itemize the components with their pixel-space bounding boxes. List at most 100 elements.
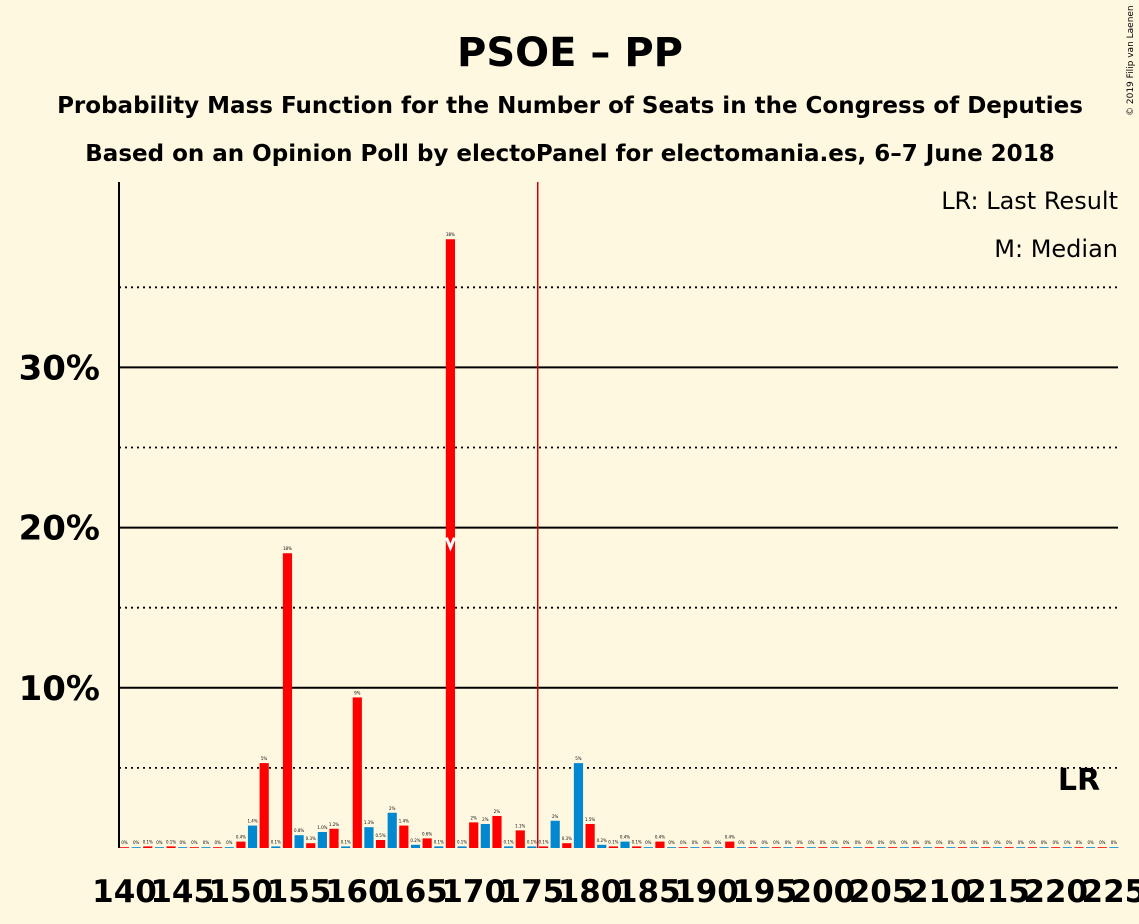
bar-seat-215 — [992, 847, 1003, 848]
bar-value-label: 0% — [203, 840, 210, 845]
bar-value-label: 0.4% — [236, 835, 246, 840]
bar-seat-181 — [597, 844, 607, 848]
bar-value-label: 9% — [354, 690, 361, 695]
bar-value-label: 0% — [1053, 840, 1060, 845]
bar-seat-147 — [201, 847, 211, 848]
bar-value-label: 2% — [494, 809, 501, 814]
bar-seat-204 — [864, 847, 875, 848]
x-axis-ticks: 1401451501551601651701751801851901952002… — [92, 874, 1139, 910]
bar-seat-146 — [189, 847, 199, 848]
bar-seat-145 — [178, 847, 188, 848]
bar-value-label: 0.1% — [271, 839, 281, 844]
bar-seat-184 — [632, 846, 642, 848]
legend-last-result: LR: Last Result — [941, 187, 1118, 215]
bar-seat-177 — [550, 820, 560, 848]
x-tick-label: 175 — [500, 874, 565, 910]
bar-seat-176 — [538, 846, 549, 848]
bar-seat-154 — [282, 553, 293, 848]
bar-value-label: 0.1% — [538, 839, 548, 844]
x-tick-label: 150 — [209, 874, 274, 910]
bar-value-label: 0.1% — [632, 839, 642, 844]
bar-seat-200 — [818, 847, 828, 848]
bar-value-label: 0.3% — [306, 836, 316, 841]
bars — [119, 239, 1119, 849]
bar-value-label: 0% — [808, 840, 815, 845]
bar-seat-183 — [620, 841, 630, 848]
bar-seat-195 — [760, 847, 770, 848]
bar-value-label: 0% — [762, 840, 769, 845]
bar-seat-205 — [876, 847, 886, 848]
bar-value-label: 1.4% — [399, 819, 409, 824]
x-tick-label: 140 — [92, 874, 157, 910]
x-tick-label: 180 — [558, 874, 623, 910]
bar-seat-189 — [690, 847, 700, 848]
bar-seat-211 — [946, 847, 956, 848]
bar-seat-190 — [701, 847, 712, 848]
bar-value-label: 0% — [680, 840, 687, 845]
bar-value-label: 5% — [575, 756, 582, 761]
bar-seat-175 — [527, 846, 537, 848]
bar-value-label: 0.8% — [294, 828, 304, 833]
bar-value-label: 0% — [901, 840, 908, 845]
bar-seat-206 — [888, 847, 898, 848]
bar-value-label: 0.1% — [608, 839, 618, 844]
bar-seat-165 — [410, 844, 421, 848]
bar-value-label: 0.1% — [527, 839, 537, 844]
bar-seat-218 — [1027, 847, 1038, 848]
bar-seat-198 — [795, 847, 805, 848]
bar-seat-160 — [352, 697, 362, 848]
bar-value-label: 0% — [773, 840, 780, 845]
bar-seat-163 — [387, 812, 397, 848]
bar-seat-214 — [981, 847, 991, 848]
bar-value-label: 0% — [1099, 840, 1106, 845]
bar-value-label: 0% — [226, 840, 233, 845]
bar-value-label: 1.0% — [317, 825, 327, 830]
bar-value-label: 0.4% — [725, 835, 735, 840]
bar-value-label: 0% — [645, 840, 652, 845]
bar-value-label: 0% — [831, 840, 838, 845]
bar-value-label: 0% — [924, 840, 931, 845]
bar-value-label: 0% — [959, 840, 966, 845]
bar-seat-166 — [422, 838, 432, 848]
bar-seat-172 — [492, 815, 502, 848]
x-tick-label: 200 — [791, 874, 856, 910]
bar-seat-219 — [1039, 847, 1049, 848]
bar-seat-174 — [515, 830, 525, 848]
bar-value-label: 0% — [214, 840, 221, 845]
bar-value-label: 0% — [843, 840, 850, 845]
bar-seat-169 — [457, 846, 467, 848]
chart-subtitle-2: Based on an Opinion Poll by electoPanel … — [85, 141, 1054, 167]
bar-seat-141 — [131, 847, 141, 848]
bar-seat-197 — [783, 847, 793, 848]
bar-seat-152 — [259, 763, 269, 848]
bar-seat-150 — [236, 841, 246, 848]
bar-seat-142 — [143, 846, 153, 848]
bar-value-label: 2% — [471, 815, 478, 820]
bar-seat-196 — [771, 847, 781, 848]
bar-seat-186 — [655, 841, 665, 848]
bar-seat-149 — [224, 847, 234, 848]
y-tick-label: 30% — [19, 348, 100, 388]
bar-seat-155 — [294, 835, 304, 848]
bar-value-label: 0% — [1041, 840, 1048, 845]
bar-seat-180 — [585, 823, 595, 848]
x-tick-label: 195 — [732, 874, 797, 910]
bar-value-label: 0% — [1018, 840, 1025, 845]
bar-seat-210 — [934, 847, 944, 848]
bar-value-label: 0% — [715, 840, 722, 845]
bar-value-label: 0.1% — [143, 839, 153, 844]
bar-seat-220 — [1051, 847, 1061, 848]
bar-seat-140 — [119, 847, 130, 848]
bar-seat-170 — [469, 822, 479, 848]
bar-value-label: 1.3% — [364, 820, 374, 825]
bar-value-label: 0% — [1076, 840, 1083, 845]
x-tick-label: 185 — [616, 874, 681, 910]
bar-seat-162 — [375, 839, 386, 848]
bar-value-label: 0% — [1064, 840, 1071, 845]
x-tick-label: 215 — [965, 874, 1030, 910]
bar-seat-225 — [1109, 847, 1119, 848]
bar-value-label: 0.1% — [341, 839, 351, 844]
bar-value-label: 0% — [1111, 840, 1118, 845]
bar-seat-207 — [899, 847, 909, 848]
